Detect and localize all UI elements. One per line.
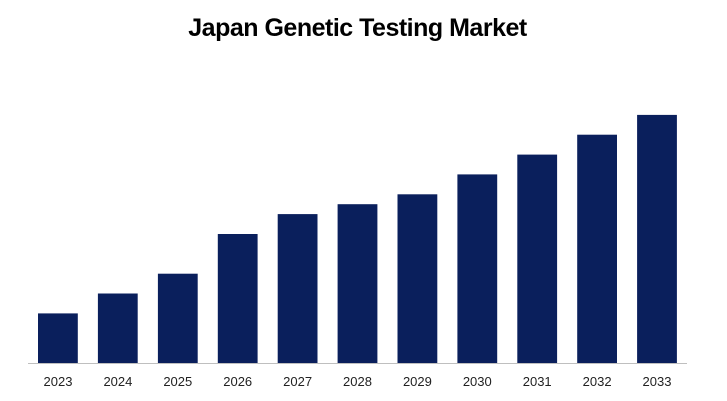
bar-2025	[157, 273, 198, 363]
x-tick-label-2030: 2030	[463, 374, 492, 389]
bar-2033	[637, 114, 677, 364]
x-tick-label-2032: 2032	[583, 374, 612, 389]
x-tick-label-2033: 2033	[643, 374, 672, 389]
bar-2031	[517, 154, 558, 363]
bar-2027	[277, 214, 318, 363]
chart-title: Japan Genetic Testing Market	[188, 14, 527, 42]
x-tick-label-2024: 2024	[103, 374, 132, 389]
x-tick-label-2029: 2029	[403, 374, 432, 389]
bar-2023	[38, 313, 78, 363]
x-tick-label-2025: 2025	[163, 374, 192, 389]
bar-2028	[337, 204, 378, 363]
bars-group	[38, 114, 677, 364]
bar-2030	[457, 174, 498, 363]
x-tick-label-2031: 2031	[523, 374, 552, 389]
x-tick-label-2023: 2023	[44, 374, 73, 389]
x-tick-label-2028: 2028	[343, 374, 372, 389]
x-tick-label-2026: 2026	[223, 374, 252, 389]
x-tick-labels: 2023 2024 2025 2026 2027 2028 2029 2030 2031 2032…	[44, 374, 672, 389]
bar-2032	[577, 134, 617, 363]
bar-2026	[217, 234, 258, 363]
bar-2029	[397, 194, 438, 363]
bar-2024	[97, 293, 138, 363]
x-tick-label-2027: 2027	[283, 374, 312, 389]
